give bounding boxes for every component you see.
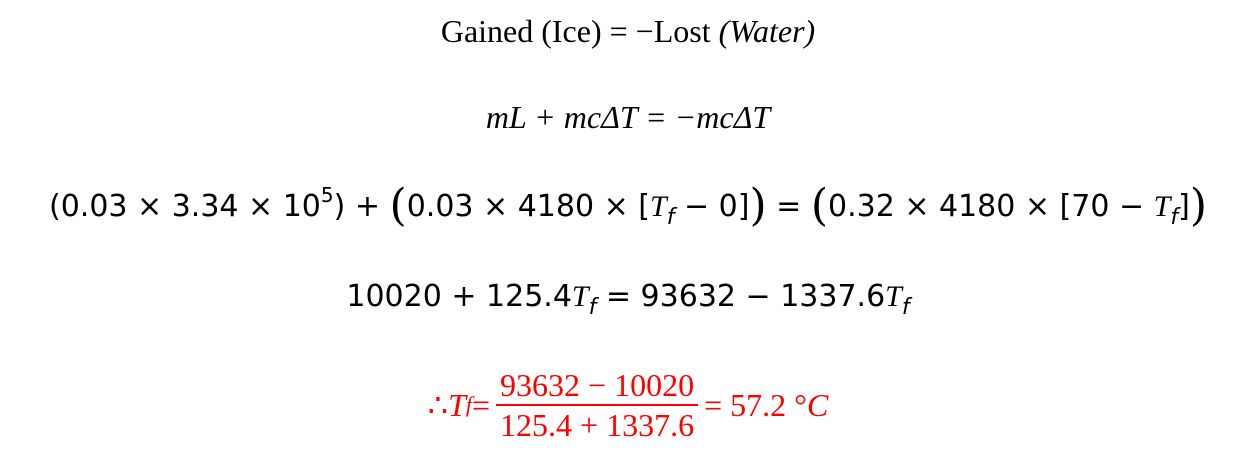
tf-subscript-left: f	[588, 295, 597, 320]
tf-subscript-1: f	[666, 205, 675, 230]
open-paren-1: (	[389, 180, 407, 231]
result-value: = 57.2 °	[704, 387, 807, 423]
simplified-equation: 10020 + 125.4Tf = 93632 − 1337.6Tf	[0, 277, 1256, 320]
tf-subscript-2: f	[1170, 205, 1179, 230]
fraction-denominator: 125.4 + 1337.6	[500, 407, 695, 443]
tf-subscript-right: f	[901, 295, 910, 320]
fraction-numerator: 93632 − 10020	[496, 366, 699, 406]
formula-text: mL + mcΔT = −mcΔT	[485, 99, 771, 135]
left-side: 10020 + 125.4	[346, 279, 572, 314]
lost-label: Lost	[653, 13, 719, 49]
result-unit: C	[806, 387, 829, 423]
tf-symbol-answer: T	[448, 387, 466, 423]
exponent: 5	[320, 183, 334, 207]
minus-zero: − 0]	[674, 189, 750, 224]
water-label: (Water)	[718, 13, 816, 49]
tf-symbol-2: T	[1153, 190, 1171, 223]
water-cooling-term: 0.32 × 4180 × [70 −	[828, 189, 1154, 224]
tf-symbol-left: T	[571, 280, 589, 313]
close-paren-1: )	[749, 180, 767, 231]
fraction: 93632 − 10020 125.4 + 1337.6	[496, 366, 699, 444]
tf-symbol-1: T	[650, 190, 667, 223]
therefore-symbol: ∴	[427, 387, 449, 423]
close-paren-2: )	[1189, 180, 1207, 231]
equals-minus-sign: = −	[601, 13, 654, 49]
close-bracket: ]	[1178, 189, 1190, 224]
substituted-values-equation: (0.03 × 3.34 × 105) + (0.03 × 4180 × [Tf…	[0, 183, 1256, 230]
gained-ice-label: Gained (Ice)	[440, 13, 602, 49]
right-side: = 93632 − 1337.6	[596, 279, 886, 314]
open-paren-2: (	[810, 180, 828, 231]
latent-heat-term: (0.03 × 3.34 × 10	[49, 189, 321, 224]
equals-sign: =	[766, 189, 811, 224]
plus-sign: ) +	[333, 189, 390, 224]
ice-warming-term: 0.03 × 4180 × [	[406, 189, 650, 224]
tf-symbol-right: T	[885, 280, 902, 313]
heat-formula-equation: mL + mcΔT = −mcΔT	[0, 97, 1256, 137]
heat-balance-statement: Gained (Ice) = −Lost (Water)	[0, 11, 1256, 51]
equals-sign-answer: =	[472, 387, 491, 423]
